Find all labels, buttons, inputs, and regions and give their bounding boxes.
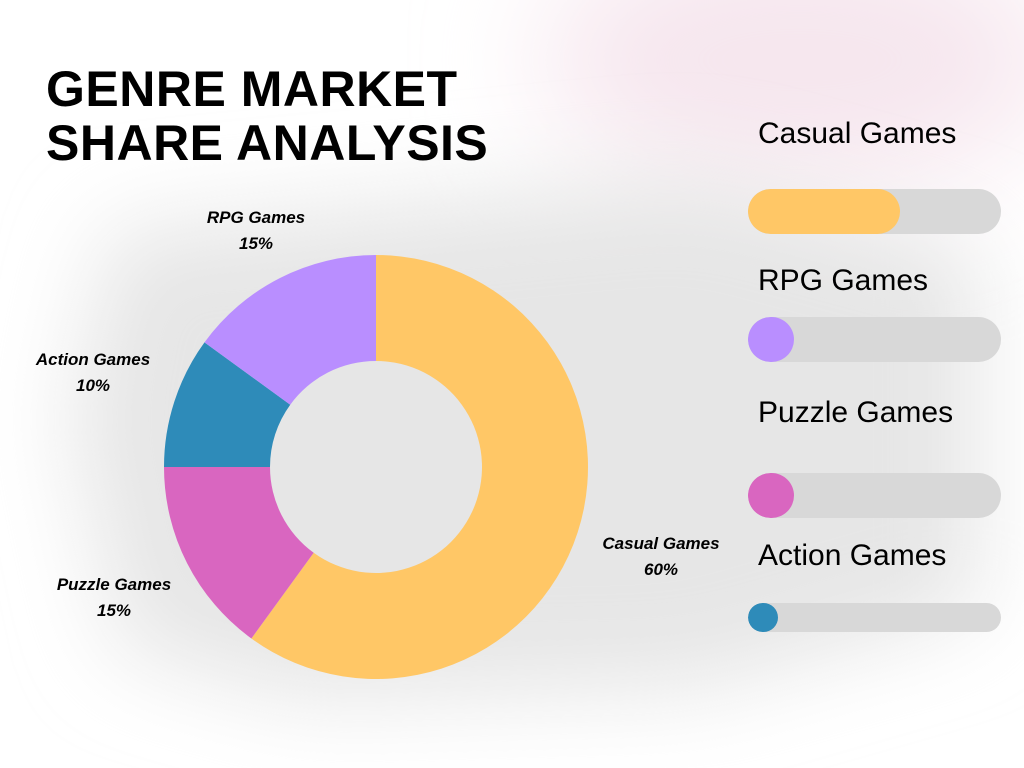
legend: Casual Games RPG Games Puzzle Games Acti… (748, 0, 1002, 768)
legend-bar-puzzle (748, 473, 1001, 518)
slice-value-casual-games: 60% (644, 560, 678, 579)
slice-action-games (164, 342, 291, 467)
legend-bar-rpg (748, 317, 1001, 362)
slice-label-puzzle-games: Puzzle Games (57, 575, 171, 594)
legend-label-casual: Casual Games (758, 117, 957, 150)
legend-fill-action (748, 603, 778, 632)
slice-puzzle-games (164, 467, 314, 639)
legend-label-action: Action Games (758, 539, 947, 572)
slice-value-rpg-games: 15% (239, 234, 273, 253)
slice-label-casual-games: Casual Games (602, 534, 719, 553)
legend-fill-casual (748, 189, 900, 234)
slice-casual-games (251, 255, 588, 679)
legend-fill-puzzle (748, 473, 794, 518)
slice-value-puzzle-games: 15% (97, 601, 131, 620)
slice-value-action-games: 10% (76, 376, 110, 395)
legend-bar-action (748, 603, 1001, 632)
legend-label-puzzle: Puzzle Games (758, 396, 954, 429)
title-line-1: GENRE MARKET (46, 61, 458, 117)
slice-label-action-games: Action Games (35, 350, 150, 369)
slice-label-rpg-games: RPG Games (207, 208, 305, 227)
title-line-2: SHARE ANALYSIS (46, 115, 489, 171)
page-title: GENRE MARKET SHARE ANALYSIS (46, 62, 488, 170)
legend-fill-rpg (748, 317, 794, 362)
slice-rpg-games (204, 255, 376, 405)
legend-label-rpg: RPG Games (758, 264, 929, 297)
donut-chart: Casual Games 60% Puzzle Games 15% Action Gam… (35, 208, 720, 679)
legend-bar-casual (748, 189, 1001, 234)
